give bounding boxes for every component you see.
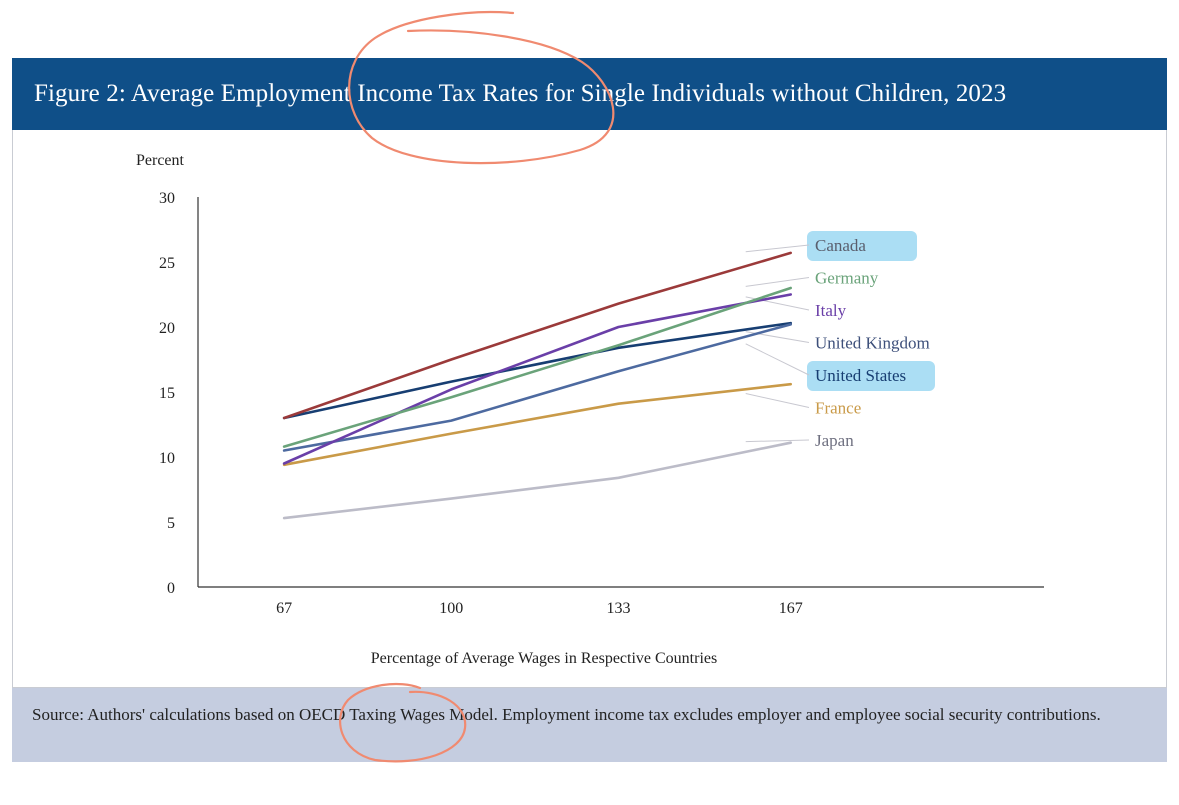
y-tick-label: 10: [159, 450, 175, 467]
legend-leader-line: [745, 393, 810, 408]
x-tick-label: 133: [606, 600, 630, 617]
legend-label-united-states: United States: [815, 366, 906, 385]
series-line-france: [282, 382, 793, 467]
legend-label-france: France: [815, 399, 861, 418]
series-line-united-states: [282, 321, 793, 420]
legend-label-japan: Japan: [815, 431, 854, 450]
series-line-germany: [282, 286, 793, 448]
legend-leader-line: [745, 244, 810, 253]
legend-highlight: [807, 361, 935, 391]
source-note: Source: Authors' calculations based on O…: [12, 688, 1167, 762]
y-tick-label: 5: [167, 515, 175, 532]
series-line-canada: [282, 251, 793, 420]
x-axis-title: Percentage of Average Wages in Respectiv…: [371, 650, 717, 667]
legend-label-united-kingdom: United Kingdom: [815, 334, 930, 353]
legend-leader-line: [745, 343, 810, 376]
legend-leader-line: [745, 439, 810, 443]
y-tick-label: 30: [159, 190, 175, 207]
series-line-united-kingdom: [282, 323, 793, 452]
legend-highlight: [807, 231, 917, 261]
y-tick-label: 20: [159, 320, 175, 337]
y-tick-label: 15: [159, 385, 175, 402]
y-tick-label: 0: [167, 580, 175, 597]
legend-leader-line: [745, 277, 810, 287]
series-line-italy: [282, 293, 793, 465]
legend-label-italy: Italy: [815, 301, 847, 320]
legend-label-canada: Canada: [815, 236, 866, 255]
legend-label-germany: Germany: [815, 269, 879, 288]
y-tick-label: 25: [159, 255, 175, 272]
series-line-japan: [282, 441, 793, 520]
x-tick-label: 67: [276, 600, 292, 617]
x-tick-label: 100: [439, 600, 463, 617]
y-axis-title: Percent: [136, 152, 185, 169]
x-tick-label: 167: [779, 600, 803, 617]
